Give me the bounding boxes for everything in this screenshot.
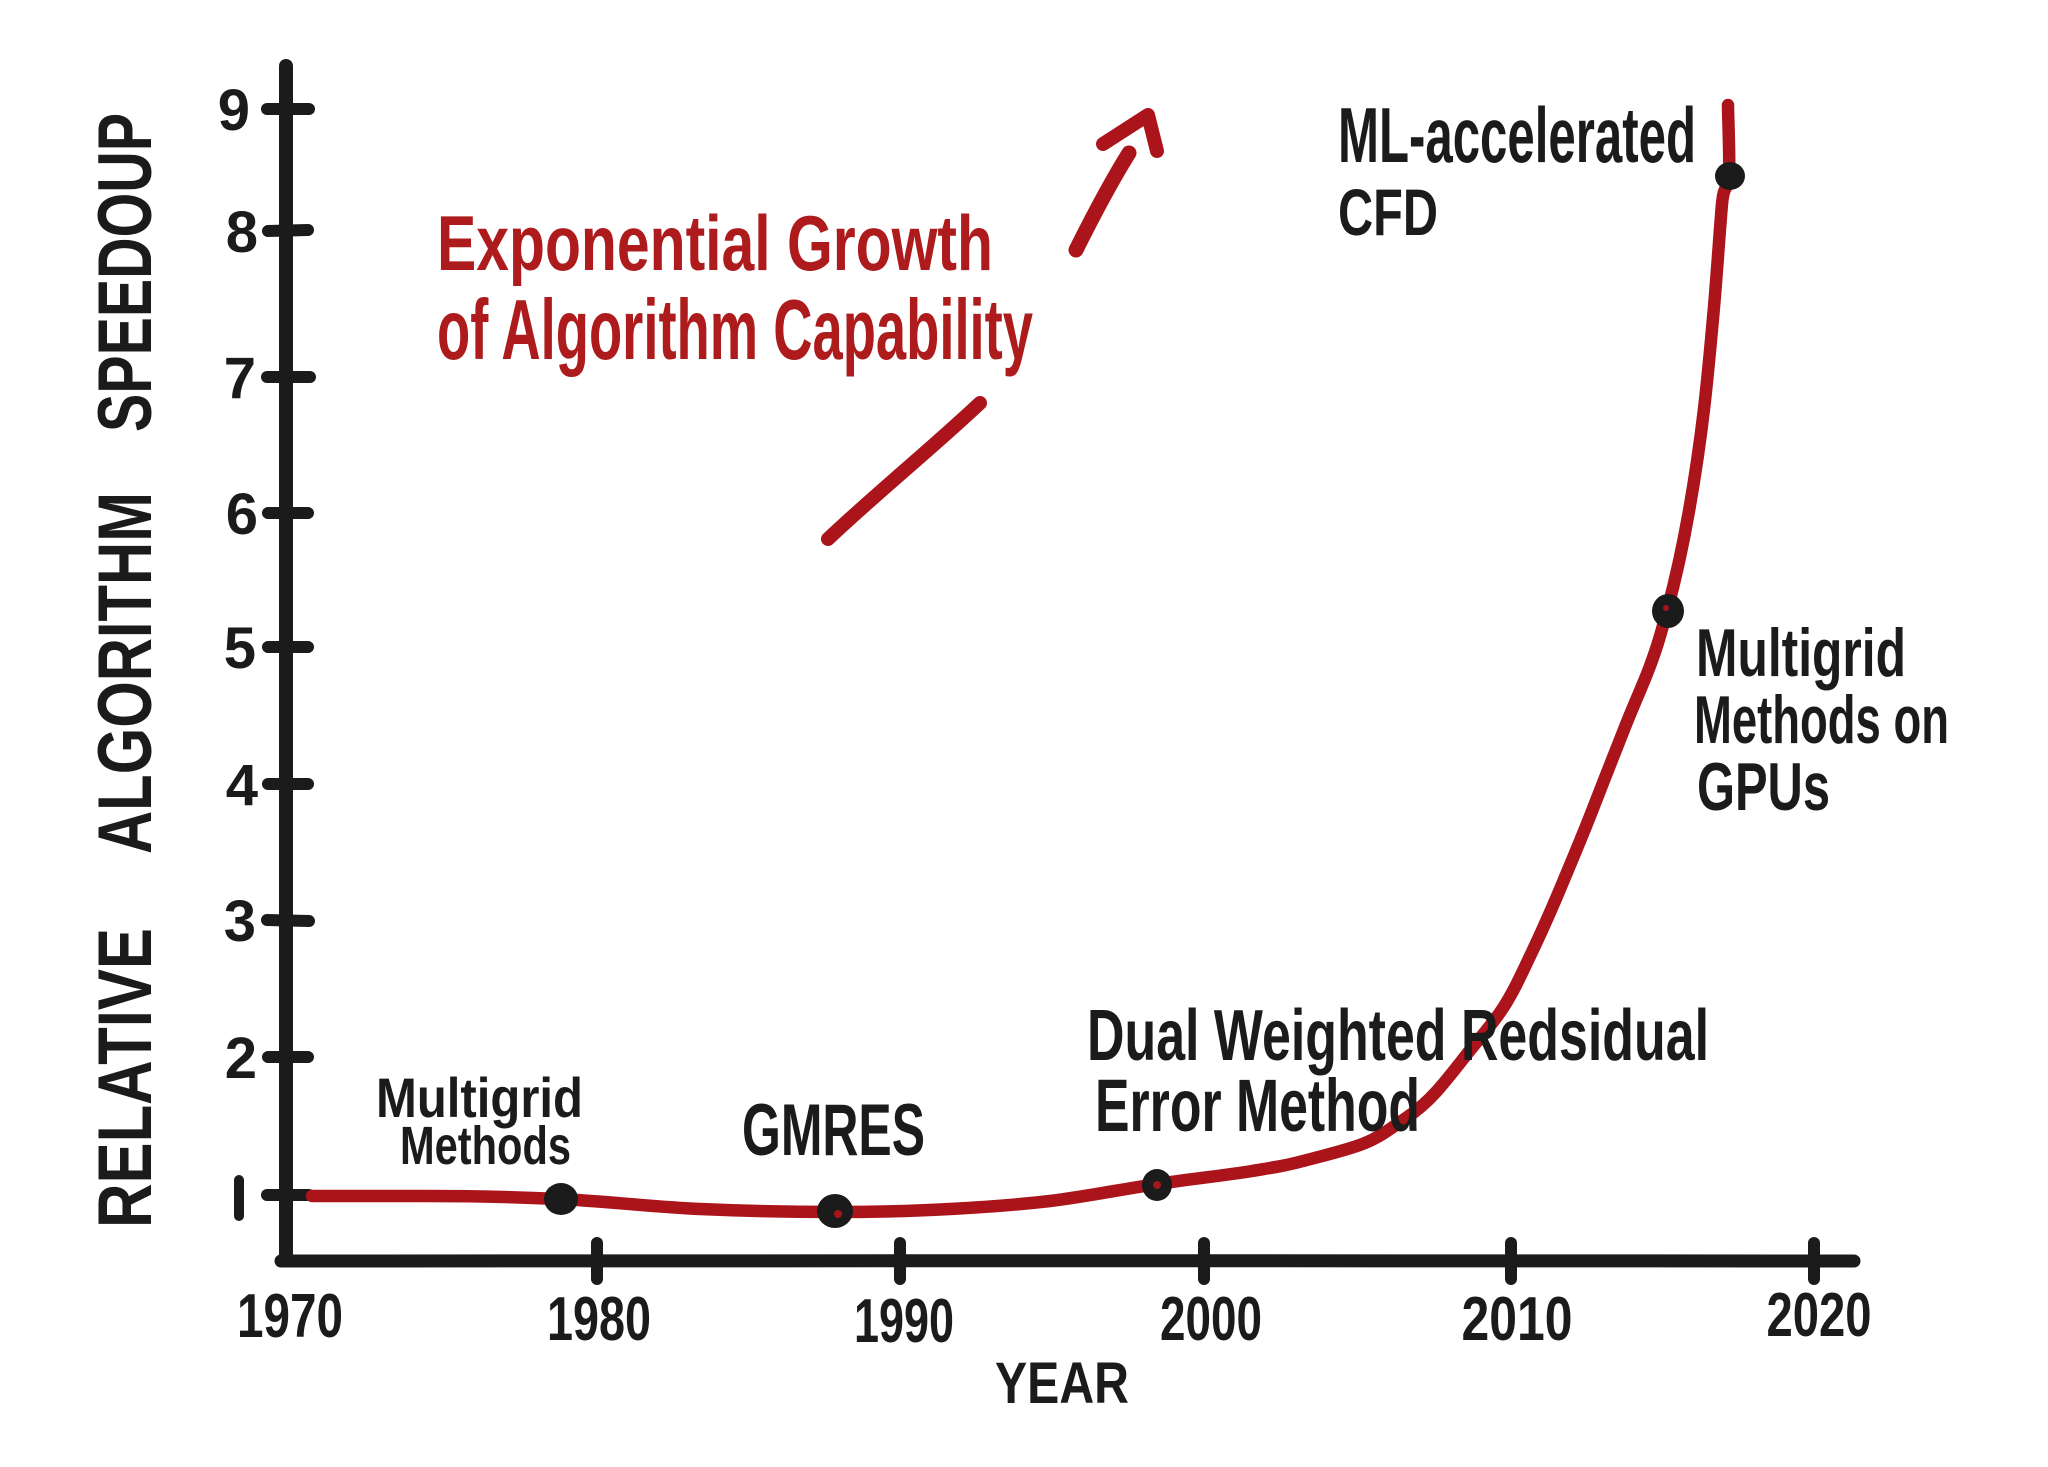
svg-text:2010: 2010	[1462, 1285, 1573, 1354]
svg-text:ALGORITHM: ALGORITHM	[83, 492, 168, 854]
svg-text:5: 5	[224, 616, 256, 681]
svg-text:6: 6	[226, 482, 258, 547]
svg-text:7: 7	[224, 346, 256, 411]
svg-text:CFD: CFD	[1338, 175, 1438, 249]
svg-text:8: 8	[226, 200, 258, 265]
svg-text:Multigrid: Multigrid	[376, 1066, 583, 1129]
svg-text:1980: 1980	[547, 1285, 651, 1354]
svg-text:GPUs: GPUs	[1697, 749, 1830, 825]
svg-text:2: 2	[225, 1026, 257, 1091]
svg-text:ML-accelerated: ML-accelerated	[1338, 91, 1696, 179]
svg-text:1990: 1990	[854, 1287, 954, 1356]
svg-text:Multigrid: Multigrid	[1696, 615, 1906, 691]
svg-text:of Algorithm Capability: of Algorithm Capability	[437, 283, 1033, 378]
svg-text:Methods: Methods	[400, 1116, 571, 1176]
svg-text:1970: 1970	[237, 1282, 343, 1351]
svg-text:9: 9	[218, 78, 250, 143]
svg-text:2020: 2020	[1767, 1281, 1872, 1350]
svg-text:3: 3	[224, 889, 256, 954]
svg-text:YEAR: YEAR	[995, 1351, 1129, 1416]
svg-text:Dual Weighted Redsidual: Dual Weighted Redsidual	[1087, 996, 1709, 1076]
svg-text:RELATIVE: RELATIVE	[83, 928, 168, 1228]
svg-text:SPEEDOUP: SPEEDOUP	[83, 113, 168, 432]
svg-text:Methods on: Methods on	[1694, 682, 1949, 758]
svg-text:4: 4	[226, 753, 258, 818]
svg-text:Error Method: Error Method	[1095, 1064, 1420, 1147]
svg-text:Exponential Growth: Exponential Growth	[437, 199, 993, 287]
svg-text:GMRES: GMRES	[742, 1090, 925, 1171]
svg-text:2000: 2000	[1160, 1285, 1262, 1354]
